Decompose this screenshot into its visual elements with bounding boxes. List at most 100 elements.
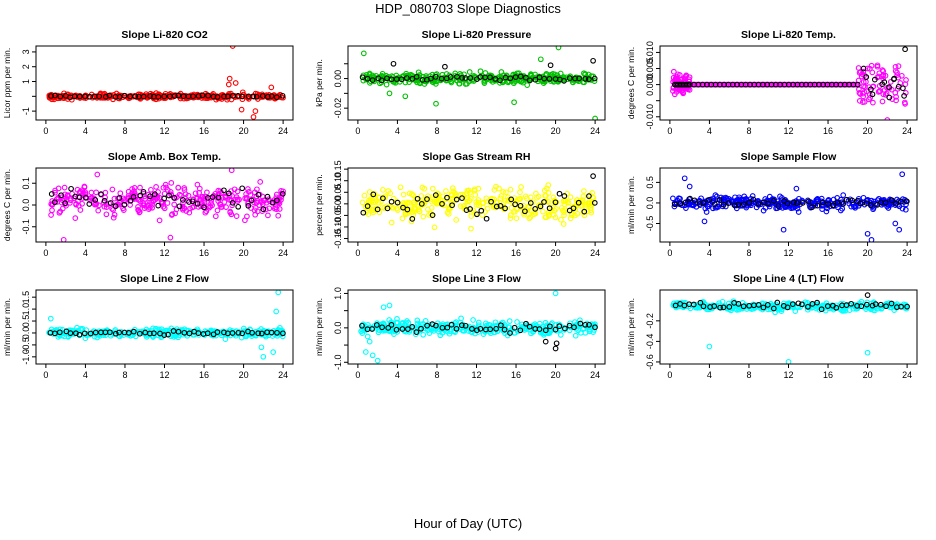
data-point [254,186,260,193]
points-layer [46,290,286,360]
data-point [443,188,449,194]
data-point [454,73,460,80]
y-tick-label: 1.5 [21,291,31,304]
data-point [558,216,564,223]
data-point [879,98,886,105]
data-point [547,323,553,330]
data-point [442,63,448,70]
data-point [576,198,583,205]
data-point [360,209,367,216]
data-point [242,217,248,224]
data-point [677,200,684,207]
data-point [900,85,906,92]
data-point [777,193,783,200]
data-point [361,192,368,199]
data-point [102,194,108,201]
data-point [681,175,688,182]
data-point [276,206,283,212]
data-point [591,200,598,206]
x-tick-label: 0 [355,248,360,258]
data-point [492,204,499,211]
data-point [431,224,438,231]
data-point [728,198,735,205]
y-tick-label: -1 [21,107,31,115]
data-point [671,201,678,208]
data-point [532,206,539,212]
data-point [581,212,588,219]
x-tick-label: 24 [590,248,600,258]
data-point [229,330,236,336]
y-tick-label: -0.4 [645,334,655,350]
data-point [221,187,227,194]
x-tick-label: 12 [471,370,481,380]
x-tick-label: 4 [395,126,400,136]
data-point [452,191,459,198]
data-point [117,190,124,197]
data-point [255,330,262,337]
y-tick-label: 0.0 [645,197,655,210]
data-point [412,205,418,212]
data-point [131,185,138,191]
x-tick-label: 8 [746,370,751,380]
data-point [228,168,235,174]
data-point [537,56,544,63]
x-tick-label: 16 [823,248,833,258]
data-point [394,316,400,322]
data-point [387,190,394,197]
data-point [161,195,168,202]
data-point [236,196,242,203]
x-tick-label: 12 [783,126,793,136]
y-tick-label: 0.10 [333,172,343,190]
data-point [522,74,529,81]
data-point [271,93,277,99]
data-point [868,86,874,93]
data-point [902,46,908,53]
data-point [375,199,382,206]
data-point [106,92,113,99]
data-point [165,331,171,338]
data-point [399,215,406,222]
data-point [365,199,372,206]
data-point [360,50,367,57]
data-point [843,196,850,203]
data-point [561,78,567,84]
data-point [496,185,502,192]
data-point [868,237,875,242]
data-point [512,201,518,208]
y-tick-label: 0.010 [645,41,655,64]
data-point [366,338,373,345]
data-point [790,199,797,206]
data-point [444,194,450,201]
data-point [161,93,168,100]
data-point [485,198,491,205]
y-tick-label: 0.1 [21,177,31,190]
data-point [760,207,767,214]
data-point [61,333,68,340]
data-point [262,206,269,213]
data-point [571,324,577,331]
data-point [683,72,690,79]
data-point [670,68,677,75]
data-point [245,202,252,209]
x-tick-label: 20 [551,126,561,136]
data-point [214,329,221,335]
data-point [212,213,219,220]
points-layer [358,290,598,364]
data-point [746,199,752,206]
data-point [194,200,201,207]
data-point [257,94,263,100]
data-point [413,329,420,335]
data-point [479,200,486,207]
data-point [453,217,460,223]
data-point [552,290,559,297]
data-point [894,72,901,78]
data-point [72,215,79,221]
data-point [472,192,479,198]
data-point [120,207,127,213]
data-point [48,93,54,99]
data-point [359,322,365,329]
data-point [501,206,508,213]
data-point [453,325,460,332]
data-point [864,230,871,237]
data-point [239,93,246,100]
